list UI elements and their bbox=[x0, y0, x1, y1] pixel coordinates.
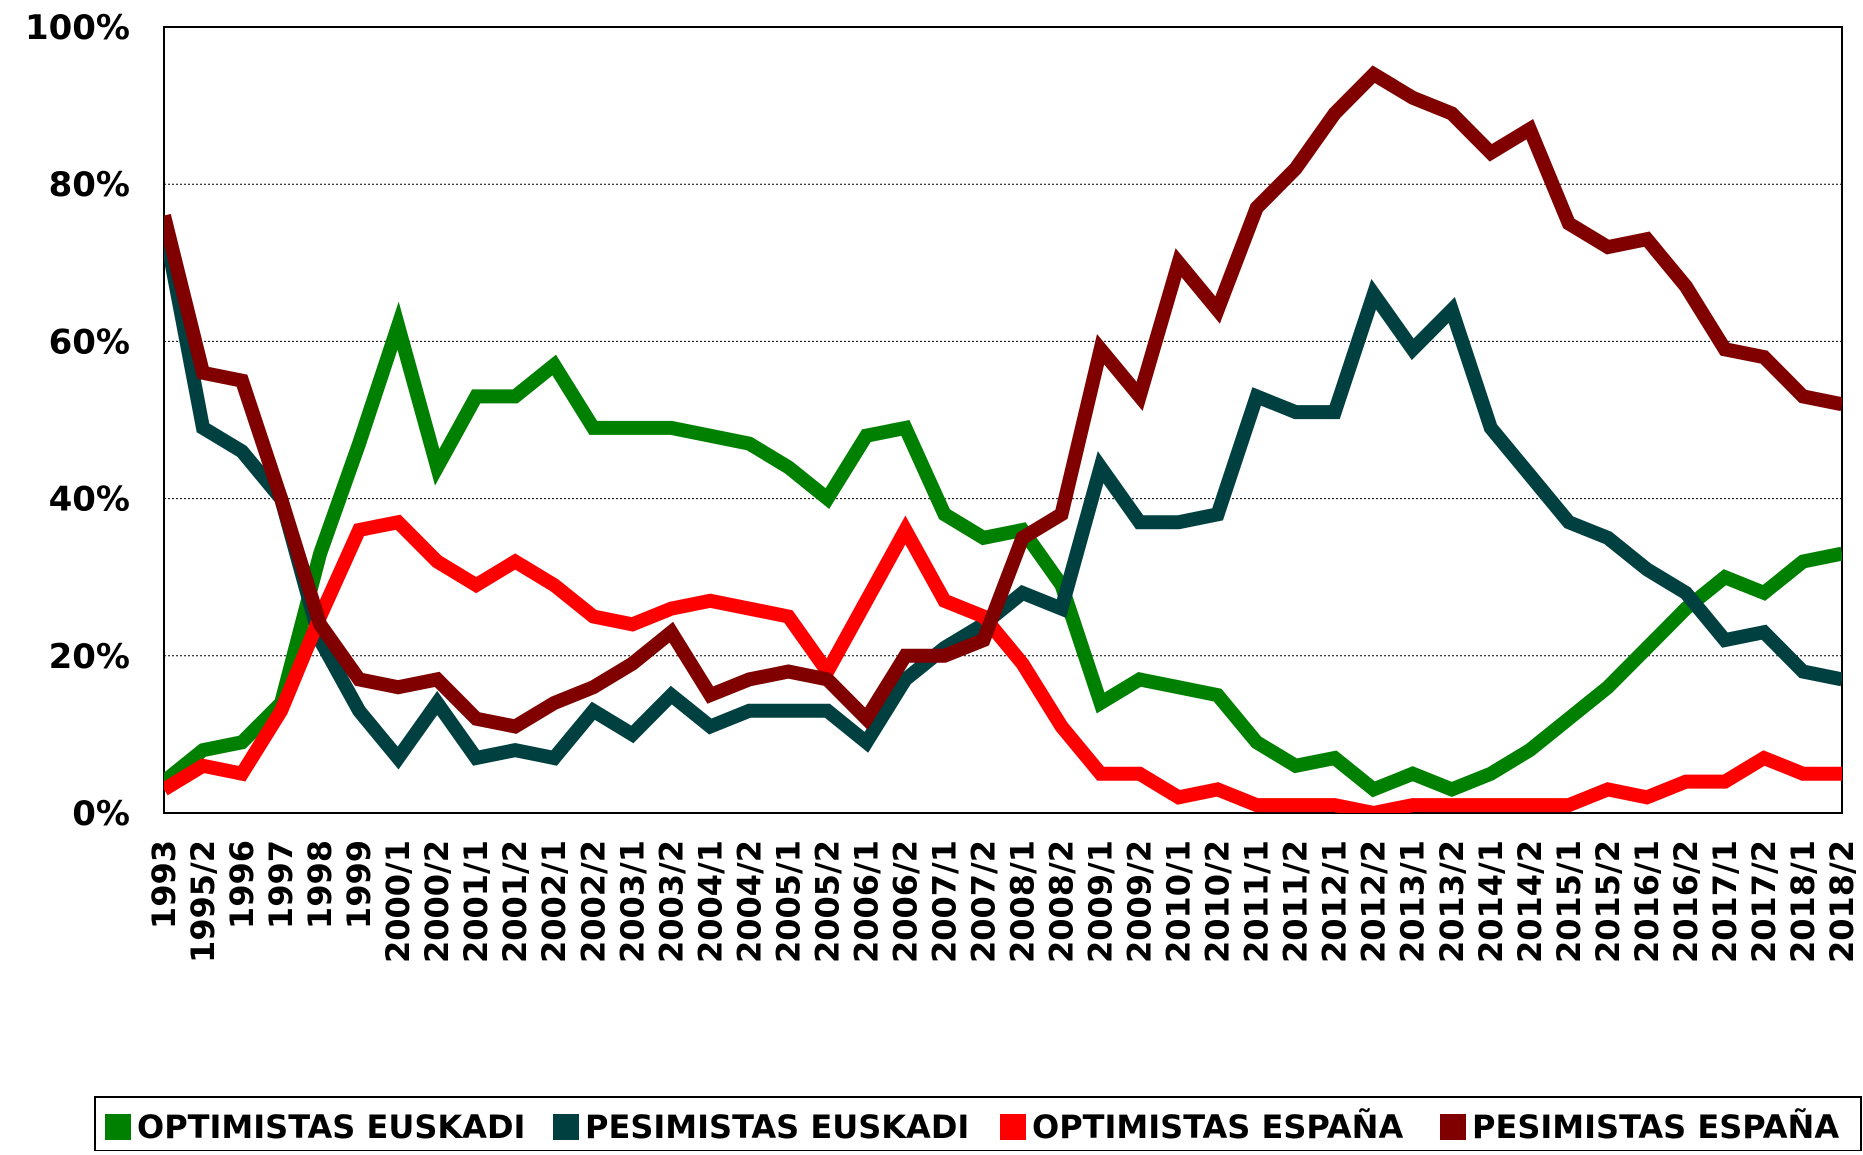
x-tick-label: 2004/2 bbox=[730, 840, 768, 963]
x-tick-label: 2013/1 bbox=[1394, 840, 1432, 963]
x-tick-label: 2016/1 bbox=[1628, 840, 1666, 963]
x-tick-label: 2008/2 bbox=[1043, 840, 1081, 963]
x-tick-label: 2009/2 bbox=[1121, 840, 1159, 963]
legend-swatch bbox=[1440, 1114, 1466, 1140]
line bbox=[164, 222, 1842, 770]
y-tick-label: 60% bbox=[49, 322, 130, 362]
x-tick-label: 2005/2 bbox=[808, 840, 846, 963]
x-tick-label: 2012/2 bbox=[1355, 840, 1393, 963]
x-tick-label: 2012/1 bbox=[1316, 840, 1354, 963]
x-tick-label: 2010/1 bbox=[1160, 840, 1198, 963]
x-tick-label: 2004/1 bbox=[691, 840, 729, 963]
x-tick-label: 1993 bbox=[145, 840, 183, 929]
x-tick-label: 2016/2 bbox=[1667, 840, 1705, 963]
x-tick-label: 2017/2 bbox=[1745, 840, 1783, 963]
x-tick-label: 1997 bbox=[262, 840, 300, 929]
x-tick-label: 2006/1 bbox=[847, 840, 885, 963]
x-tick-label: 2014/1 bbox=[1472, 840, 1510, 963]
legend-swatch bbox=[1000, 1114, 1026, 1140]
line bbox=[164, 514, 1842, 813]
plot-border bbox=[163, 26, 1843, 814]
lines bbox=[164, 65, 1842, 813]
x-tick-label: 2014/2 bbox=[1511, 840, 1549, 963]
y-tick-label: 100% bbox=[25, 8, 130, 48]
x-tick-label: 2011/1 bbox=[1238, 840, 1276, 963]
legend-swatch bbox=[553, 1114, 579, 1140]
x-tick-label: 2002/1 bbox=[535, 840, 573, 963]
x-tick-label: 2007/1 bbox=[925, 840, 963, 963]
x-tick-label: 2006/2 bbox=[886, 840, 924, 963]
legend-swatch bbox=[105, 1114, 131, 1140]
x-tick-label: 1999 bbox=[340, 840, 378, 929]
x-tick-label: 2010/2 bbox=[1199, 840, 1237, 963]
legend-label: OPTIMISTAS EUSKADI bbox=[137, 1108, 525, 1146]
legend-box bbox=[94, 1096, 1862, 1152]
x-tick-label: 2018/2 bbox=[1823, 840, 1861, 963]
line bbox=[164, 65, 1842, 734]
x-tick-label: 2008/1 bbox=[1004, 840, 1042, 963]
x-tick-label: 1995/2 bbox=[184, 840, 222, 963]
legend-label: OPTIMISTAS ESPAÑA bbox=[1032, 1108, 1403, 1146]
x-tick-label: 2013/2 bbox=[1433, 840, 1471, 963]
x-tick-label: 2001/2 bbox=[496, 840, 534, 963]
y-tick-label: 80% bbox=[49, 165, 130, 205]
y-tick-label: 40% bbox=[49, 480, 130, 520]
x-tick-label: 2001/1 bbox=[457, 840, 495, 963]
y-tick-label: 20% bbox=[49, 637, 130, 677]
x-tick-label: 2005/1 bbox=[769, 840, 807, 963]
x-tick-label: 2018/1 bbox=[1784, 840, 1822, 963]
x-tick-label: 2003/2 bbox=[652, 840, 690, 963]
x-tick-label: 2015/2 bbox=[1589, 840, 1627, 963]
x-tick-label: 2009/1 bbox=[1082, 840, 1120, 963]
x-tick-label: 2015/1 bbox=[1550, 840, 1588, 963]
legend-label: PESIMISTAS EUSKADI bbox=[585, 1108, 969, 1146]
x-tick-label: 2000/1 bbox=[379, 840, 417, 963]
legend-label: PESIMISTAS ESPAÑA bbox=[1472, 1108, 1839, 1146]
x-tick-label: 2000/2 bbox=[418, 840, 456, 963]
x-tick-label: 1996 bbox=[223, 840, 261, 929]
x-tick-label: 2002/2 bbox=[574, 840, 612, 963]
x-tick-label: 2007/2 bbox=[964, 840, 1002, 963]
x-tick-label: 2011/2 bbox=[1277, 840, 1315, 963]
x-tick-label: 1998 bbox=[301, 840, 339, 929]
line bbox=[164, 301, 1842, 798]
y-tick-label: 0% bbox=[72, 794, 130, 834]
x-tick-label: 2003/1 bbox=[613, 840, 651, 963]
x-tick-label: 2017/1 bbox=[1706, 840, 1744, 963]
